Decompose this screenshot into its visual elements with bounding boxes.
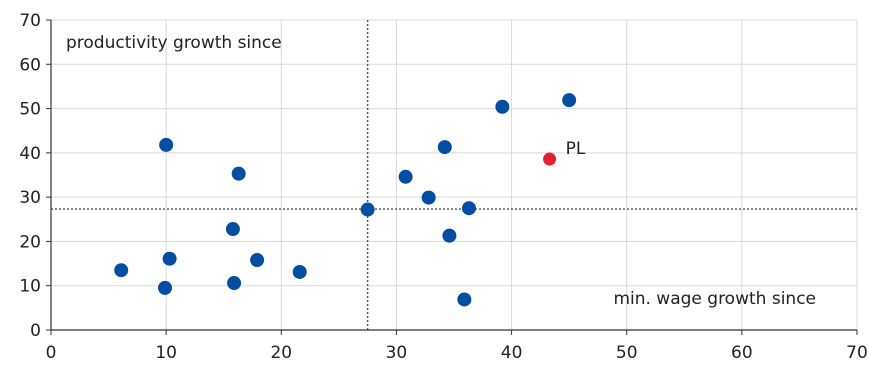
tick-labels: 0 10 20 30 40 50 60 70 0 10 20 30 40 50 60 70 [19,11,867,363]
x-tick-label: 60 [731,343,753,363]
y-tick-label: 30 [19,188,41,208]
data-point [157,280,172,295]
data-point [114,263,129,278]
y-tick-label: 50 [19,100,41,120]
x-axis-note: min. wage growth since [613,289,816,309]
y-tick-label: 10 [19,277,41,297]
x-tick-label: 30 [386,343,408,363]
axes [46,19,858,335]
grid-lines [51,19,858,330]
y-tick-label: 40 [19,144,41,164]
data-point [562,93,577,108]
data-points [114,93,577,307]
highlight-point [543,152,557,166]
x-tick-label: 50 [616,343,638,363]
data-point [457,292,472,307]
highlight-label: PL [566,139,586,159]
data-point [162,251,177,266]
y-axis-note: productivity growth since [66,33,282,53]
data-point [421,190,436,205]
x-tick-label: 20 [270,343,292,363]
data-point [461,201,476,216]
data-point [437,140,452,155]
x-tick-label: 70 [846,343,868,363]
data-point [250,253,265,268]
data-point [159,137,174,152]
y-tick-label: 20 [19,232,41,252]
data-point [227,276,242,291]
data-point [442,228,457,243]
data-point [360,202,375,217]
y-tick-label: 60 [19,55,41,75]
y-tick-label: 70 [19,11,41,31]
x-tick-label: 10 [155,343,177,363]
data-point [225,222,240,237]
reference-lines [51,20,857,330]
data-point [495,99,510,114]
data-point [292,264,307,279]
x-tick-label: 40 [501,343,523,363]
x-tick-label: 0 [46,343,57,363]
data-point [231,166,246,181]
data-point [398,169,413,184]
y-tick-label: 0 [30,321,41,341]
